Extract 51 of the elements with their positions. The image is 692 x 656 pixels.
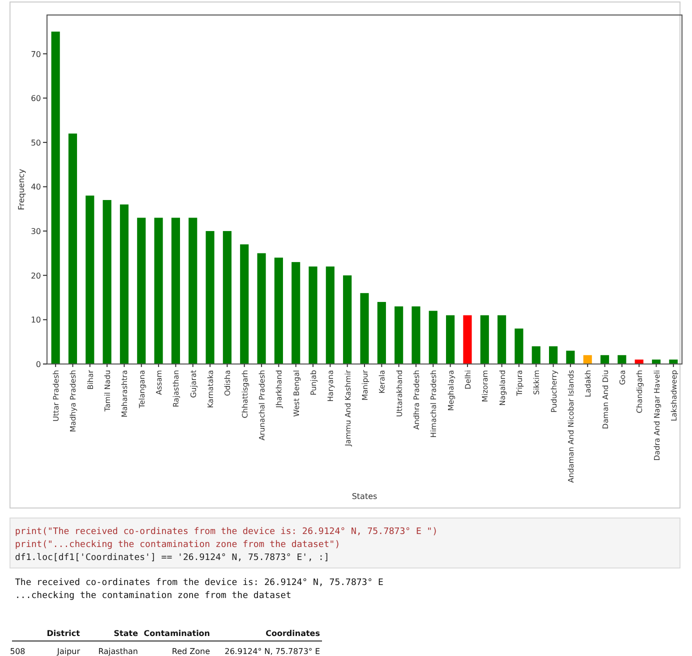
bar [360, 293, 369, 364]
bar [102, 200, 112, 364]
bar [292, 262, 300, 364]
bar [120, 204, 129, 364]
bar [463, 315, 472, 364]
bar [171, 218, 180, 364]
bar [326, 266, 334, 364]
bar [257, 253, 266, 364]
y-tick-label: 20 [30, 271, 41, 280]
text: ...checking the contamination zone from the dataset [15, 591, 292, 601]
text: 508 Jaipur Rajasthan Red Zone 26.9124° N, 75.7873° E [10, 647, 320, 656]
bar [548, 346, 558, 364]
bar [68, 134, 78, 364]
bar [377, 302, 386, 364]
bar [240, 244, 249, 364]
bar [480, 315, 489, 364]
bar [86, 196, 94, 364]
bar [618, 355, 626, 364]
y-tick-label: 0 [36, 360, 41, 369]
x-axis-title: States [352, 492, 378, 501]
bar [446, 315, 455, 364]
bar [137, 218, 146, 364]
bar [514, 328, 524, 364]
y-axis-title: Frequency [17, 168, 26, 210]
text: print("The received co-ordinates from the device is: 26.9124° N, 75.7873° E ") [15, 527, 438, 537]
bar [532, 346, 540, 364]
y-tick-label: 10 [30, 316, 41, 325]
text: print("...checking the contamination zone from the dataset") [15, 540, 340, 550]
bar [51, 32, 60, 364]
bar [428, 310, 438, 364]
y-tick-label: 40 [30, 182, 41, 192]
bar [600, 355, 610, 364]
bar [188, 218, 198, 364]
y-tick-label: 70 [30, 50, 41, 59]
bar [394, 306, 404, 364]
bar [566, 350, 575, 364]
bar [498, 315, 506, 364]
y-tick-label: 50 [30, 138, 41, 148]
text: District State Contamination Coordinates [46, 629, 320, 638]
bar [308, 266, 318, 364]
bar [343, 275, 352, 364]
bar [154, 218, 163, 364]
bar [206, 231, 214, 364]
bar [412, 306, 420, 364]
text: The received co-ordinates from the device is: 26.9124° N, 75.7873° E [15, 578, 384, 588]
bar [222, 231, 232, 364]
bar [274, 258, 283, 364]
y-tick-label: 60 [30, 94, 41, 104]
text: df1.loc[df1['Coordinates'] == '26.9124° N, 75.7873° E', :] [15, 553, 330, 563]
bar [583, 355, 592, 364]
y-tick-label: 30 [30, 227, 41, 236]
